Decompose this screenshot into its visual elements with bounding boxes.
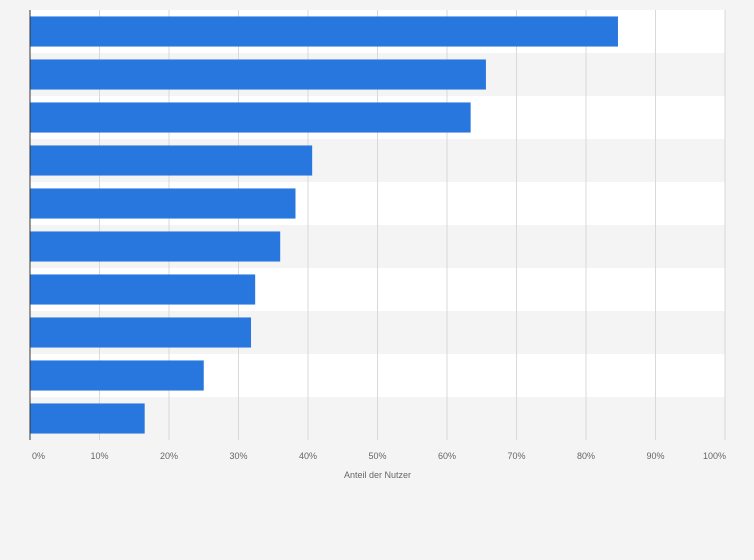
x-tick-label: 50% bbox=[368, 451, 386, 461]
bar[interactable] bbox=[30, 59, 486, 90]
x-tick-label: 80% bbox=[577, 451, 595, 461]
bar[interactable] bbox=[30, 274, 256, 305]
x-tick-label: 90% bbox=[646, 451, 664, 461]
x-tick-label: 40% bbox=[299, 451, 317, 461]
bar[interactable] bbox=[30, 317, 252, 348]
bar[interactable] bbox=[30, 102, 471, 133]
x-tick-label: 60% bbox=[438, 451, 456, 461]
bar[interactable] bbox=[30, 145, 313, 176]
x-tick-label: 30% bbox=[229, 451, 247, 461]
x-tick-label: 100% bbox=[703, 451, 726, 461]
x-tick-label: 70% bbox=[507, 451, 525, 461]
bar[interactable] bbox=[30, 360, 204, 391]
bar[interactable] bbox=[30, 403, 145, 434]
bar[interactable] bbox=[30, 231, 281, 262]
x-tick-labels: 0% 10% 20% 30% 40% 50% 60% 70% 80% 90% 100% bbox=[32, 451, 726, 461]
bar[interactable] bbox=[30, 188, 296, 219]
x-tick-label: 0% bbox=[32, 451, 45, 461]
x-axis-title: Anteil der Nutzer bbox=[344, 470, 411, 480]
x-tick-label: 20% bbox=[160, 451, 178, 461]
x-tick-label: 10% bbox=[90, 451, 108, 461]
bars bbox=[30, 16, 618, 434]
bar[interactable] bbox=[30, 16, 618, 47]
